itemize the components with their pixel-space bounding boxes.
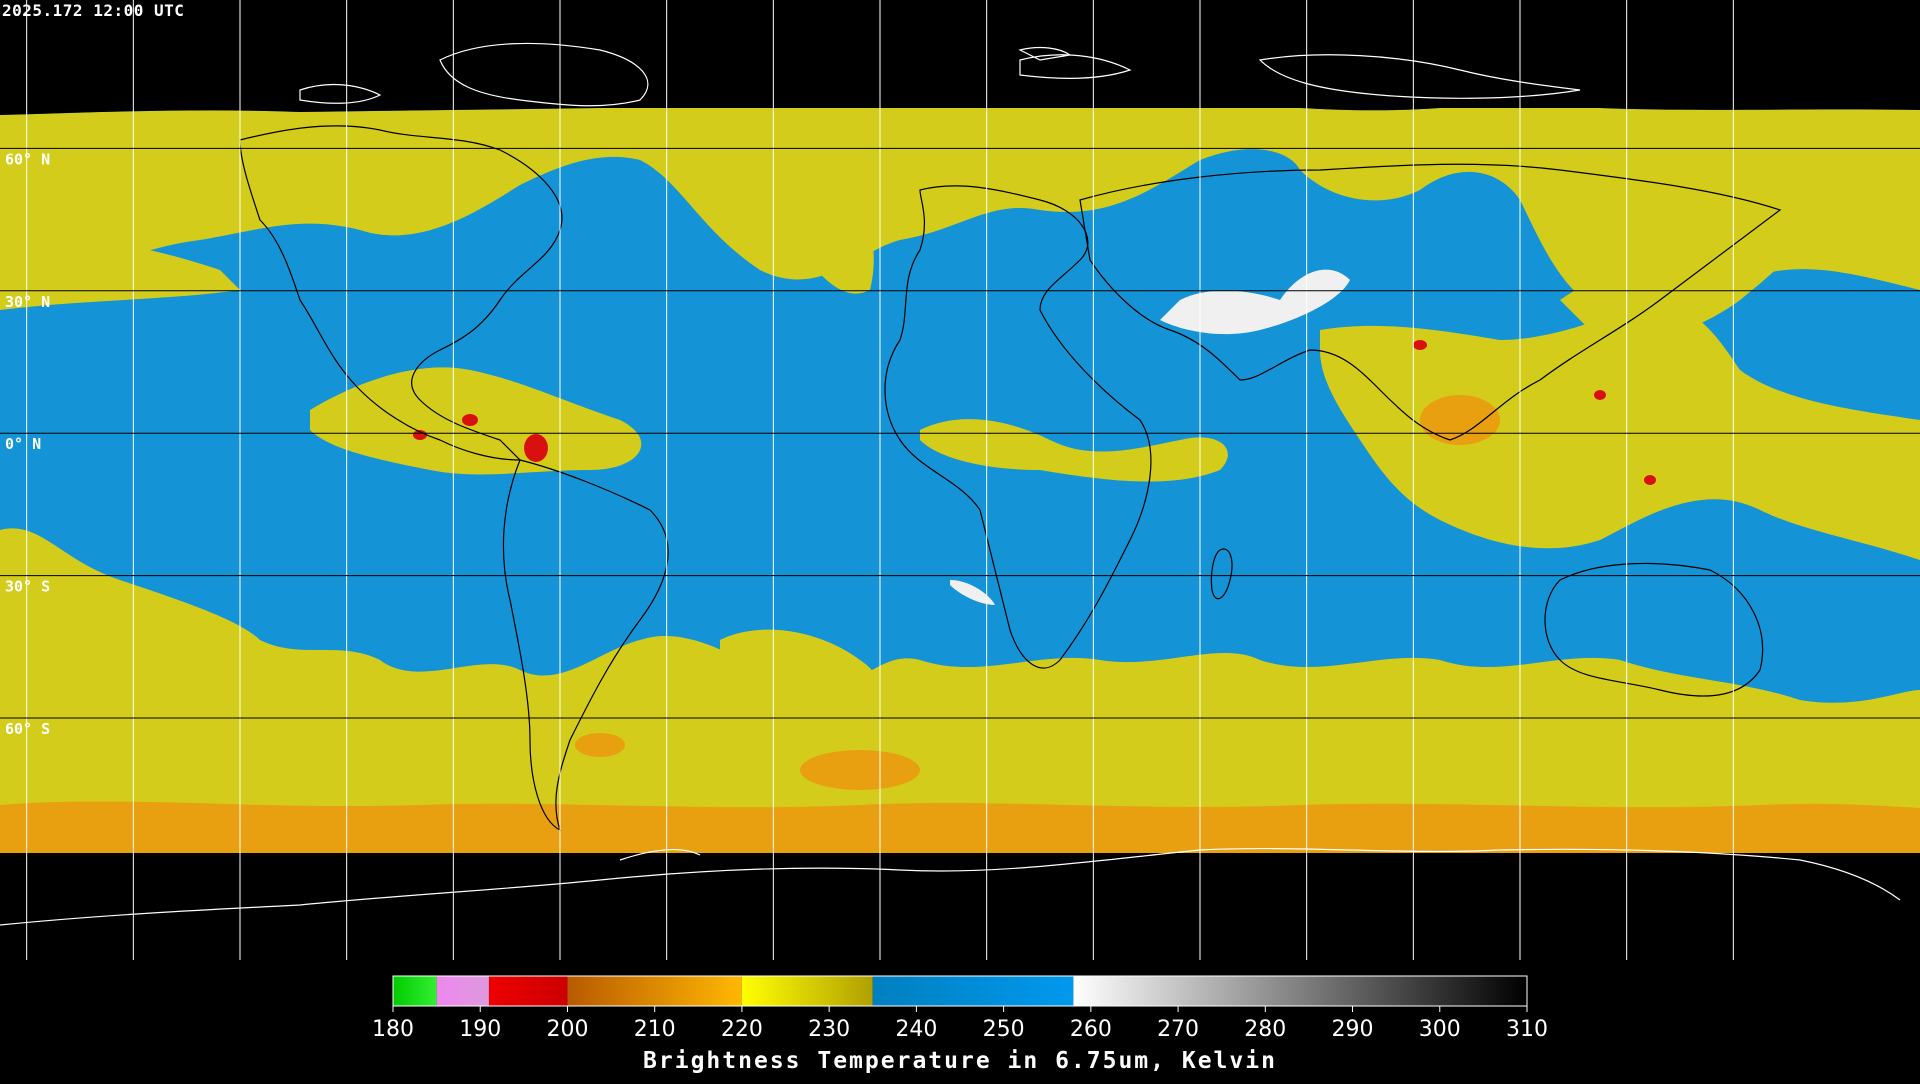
north-atlantic-moisture <box>640 130 874 294</box>
colorbar-tick-label: 220 <box>721 1017 763 1042</box>
warm-patch <box>1420 395 1500 445</box>
dry-air-patch <box>950 580 995 605</box>
colorbar-tick-label: 260 <box>1070 1017 1112 1042</box>
convective-cell <box>1413 340 1427 350</box>
warm-patch <box>800 750 920 790</box>
colorbar-segment <box>1073 976 1527 1006</box>
polar-coastlines <box>0 42 1901 926</box>
colorbar-segment <box>872 976 1074 1006</box>
convective-cell <box>413 430 427 440</box>
colorbar-tick-label: 190 <box>459 1017 501 1042</box>
dry-air-patch <box>1160 269 1350 335</box>
lat-label: 30° N <box>5 293 50 311</box>
convective-cell <box>462 414 478 426</box>
satellite-map[interactable]: 60° N 30° N 0° N 30° S 60° S <box>0 0 1920 960</box>
north-pacific-band <box>0 237 240 310</box>
colorbar-tick-label: 200 <box>546 1017 588 1042</box>
lat-label: 0° N <box>5 435 41 453</box>
lat-label: 60° S <box>5 720 50 738</box>
colorbar-tick-label: 250 <box>983 1017 1025 1042</box>
warm-patch <box>575 733 625 757</box>
colorbar-tick-label: 290 <box>1332 1017 1374 1042</box>
colorbar-segment <box>393 976 437 1006</box>
southern-yellow-band <box>0 528 1920 853</box>
colorbar-segment <box>436 976 489 1006</box>
antarctic-no-data <box>0 853 1920 960</box>
colorbar-tick-label: 210 <box>634 1017 676 1042</box>
asia-monsoon-convection <box>1320 300 1920 560</box>
colorbar-segment <box>567 976 742 1006</box>
colorbar-tick-label: 310 <box>1506 1017 1548 1042</box>
colorbar-segment <box>488 976 568 1006</box>
antarctic-orange-band <box>0 801 1920 853</box>
timestamp-label: 2025.172 12:00 UTC <box>2 1 185 20</box>
colorbar-segment <box>741 976 873 1006</box>
lat-label: 30° S <box>5 578 50 596</box>
convective-cell <box>1594 390 1606 400</box>
colorbar-tick-label: 180 <box>372 1017 414 1042</box>
colorbar-tick-label: 280 <box>1244 1017 1286 1042</box>
south-atlantic-swirl <box>720 629 878 700</box>
east-asia-front <box>1560 157 1840 343</box>
colorbar-tick-label: 240 <box>895 1017 937 1042</box>
coastlines <box>239 125 1782 832</box>
colorbar-frame <box>392 975 1528 1007</box>
lat-lon-grid <box>0 0 1920 960</box>
colorbar-segments <box>393 976 1527 1006</box>
northern-yellow-band <box>0 108 1920 317</box>
latitude-labels: 60° N 30° N 0° N 30° S 60° S <box>5 150 50 738</box>
colorbar-title: Brightness Temperature in 6.75um, Kelvin <box>643 1048 1277 1074</box>
arctic-no-data <box>0 0 1920 115</box>
convective-cell <box>524 434 548 462</box>
colorbar-ticks: 180 190 200 210 220 230 240 250 260 270 280 290 300 3… <box>372 1006 1548 1042</box>
colorbar-tick-label: 270 <box>1157 1017 1199 1042</box>
colorbar: 180 190 200 210 220 230 240 250 260 270 280 290 300 3… <box>0 960 1920 1080</box>
colorbar-tick-label: 230 <box>808 1017 850 1042</box>
colorbar-tick-label: 300 <box>1419 1017 1461 1042</box>
convective-cell <box>1644 475 1656 485</box>
lat-label: 60° N <box>5 150 50 168</box>
water-vapor-imagery: 60° N 30° N 0° N 30° S 60° S <box>0 0 1920 960</box>
